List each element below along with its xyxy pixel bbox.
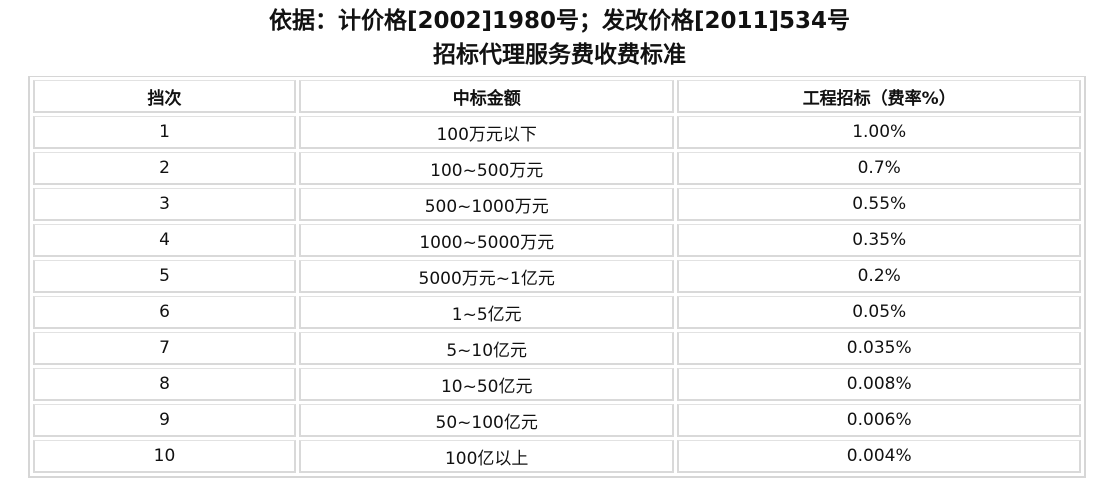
table-header-row: 挡次 中标金额 工程招标（费率%） — [33, 80, 1081, 113]
cell-tier: 3 — [33, 188, 296, 221]
cell-fee-rate: 0.006% — [677, 404, 1081, 437]
cell-tier: 8 — [33, 368, 296, 401]
cell-fee-rate: 0.55% — [677, 188, 1081, 221]
cell-bid-amount: 5000万元~1亿元 — [299, 260, 675, 293]
cell-fee-rate: 1.00% — [677, 116, 1081, 149]
cell-fee-rate: 0.008% — [677, 368, 1081, 401]
title-basis-line: 依据：计价格[2002]1980号；发改价格[2011]534号 — [268, 8, 851, 34]
cell-fee-rate: 0.004% — [677, 440, 1081, 473]
table-row: 1 100万元以下 1.00% — [33, 116, 1081, 149]
cell-tier: 7 — [33, 332, 296, 365]
header-bid-amount: 中标金额 — [299, 80, 675, 113]
cell-fee-rate: 0.7% — [677, 152, 1081, 185]
table-row: 9 50~100亿元 0.006% — [33, 404, 1081, 437]
table-row: 4 1000~5000万元 0.35% — [33, 224, 1081, 257]
table-row: 7 5~10亿元 0.035% — [33, 332, 1081, 365]
cell-tier: 10 — [33, 440, 296, 473]
cell-bid-amount: 1000~5000万元 — [299, 224, 675, 257]
cell-fee-rate: 0.05% — [677, 296, 1081, 329]
cell-tier: 1 — [33, 116, 296, 149]
cell-bid-amount: 50~100亿元 — [299, 404, 675, 437]
cell-bid-amount: 5~10亿元 — [299, 332, 675, 365]
cell-tier: 5 — [33, 260, 296, 293]
table-row: 8 10~50亿元 0.008% — [33, 368, 1081, 401]
table-row: 5 5000万元~1亿元 0.2% — [33, 260, 1081, 293]
table-row: 2 100~500万元 0.7% — [33, 152, 1081, 185]
cell-bid-amount: 500~1000万元 — [299, 188, 675, 221]
cell-fee-rate: 0.2% — [677, 260, 1081, 293]
cell-fee-rate: 0.035% — [677, 332, 1081, 365]
cell-bid-amount: 100~500万元 — [299, 152, 675, 185]
table-row: 10 100亿以上 0.004% — [33, 440, 1081, 473]
cell-bid-amount: 10~50亿元 — [299, 368, 675, 401]
cell-bid-amount: 1~5亿元 — [299, 296, 675, 329]
document-title: 依据：计价格[2002]1980号；发改价格[2011]534号 招标代理服务费… — [0, 4, 1119, 72]
cell-fee-rate: 0.35% — [677, 224, 1081, 257]
cell-tier: 9 — [33, 404, 296, 437]
fee-standard-table: 挡次 中标金额 工程招标（费率%） 1 100万元以下 1.00% 2 100~… — [28, 76, 1086, 478]
cell-bid-amount: 100万元以下 — [299, 116, 675, 149]
header-fee-rate: 工程招标（费率%） — [677, 80, 1081, 113]
table-row: 3 500~1000万元 0.55% — [33, 188, 1081, 221]
table-row: 6 1~5亿元 0.05% — [33, 296, 1081, 329]
title-standard-line: 招标代理服务费收费标准 — [433, 42, 686, 68]
cell-tier: 4 — [33, 224, 296, 257]
cell-bid-amount: 100亿以上 — [299, 440, 675, 473]
cell-tier: 2 — [33, 152, 296, 185]
header-tier: 挡次 — [33, 80, 296, 113]
cell-tier: 6 — [33, 296, 296, 329]
